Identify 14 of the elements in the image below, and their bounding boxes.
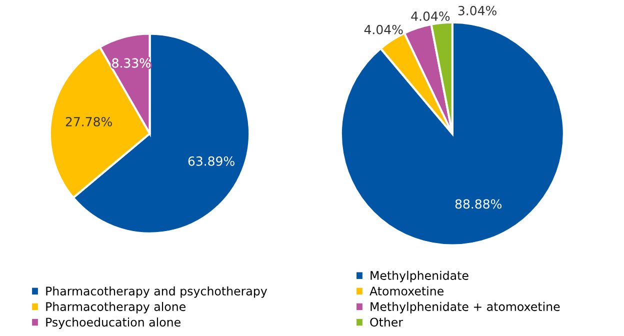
legend-label: Psychoeducation alone (46, 317, 180, 329)
data-label: 3.04% (458, 6, 496, 16)
data-label: 88.88% (455, 199, 502, 209)
legend-label: Methylphenidate (370, 270, 468, 282)
legend-label: Pharmacotherapy and psychotherapy (46, 286, 268, 298)
data-label: 63.89% (188, 156, 234, 166)
legend-label: Atomoxetine (370, 286, 444, 296)
legend-label: Pharmacotherapy alone (46, 302, 186, 314)
pie-slice (340, 21, 565, 246)
legend-label: Other (370, 317, 404, 327)
data-label: 4.04% (364, 24, 403, 34)
data-label: 4.04% (411, 11, 450, 21)
data-label: 27.78% (66, 116, 112, 126)
legend-label: Methylphenidate + atomoxetine (370, 302, 560, 314)
